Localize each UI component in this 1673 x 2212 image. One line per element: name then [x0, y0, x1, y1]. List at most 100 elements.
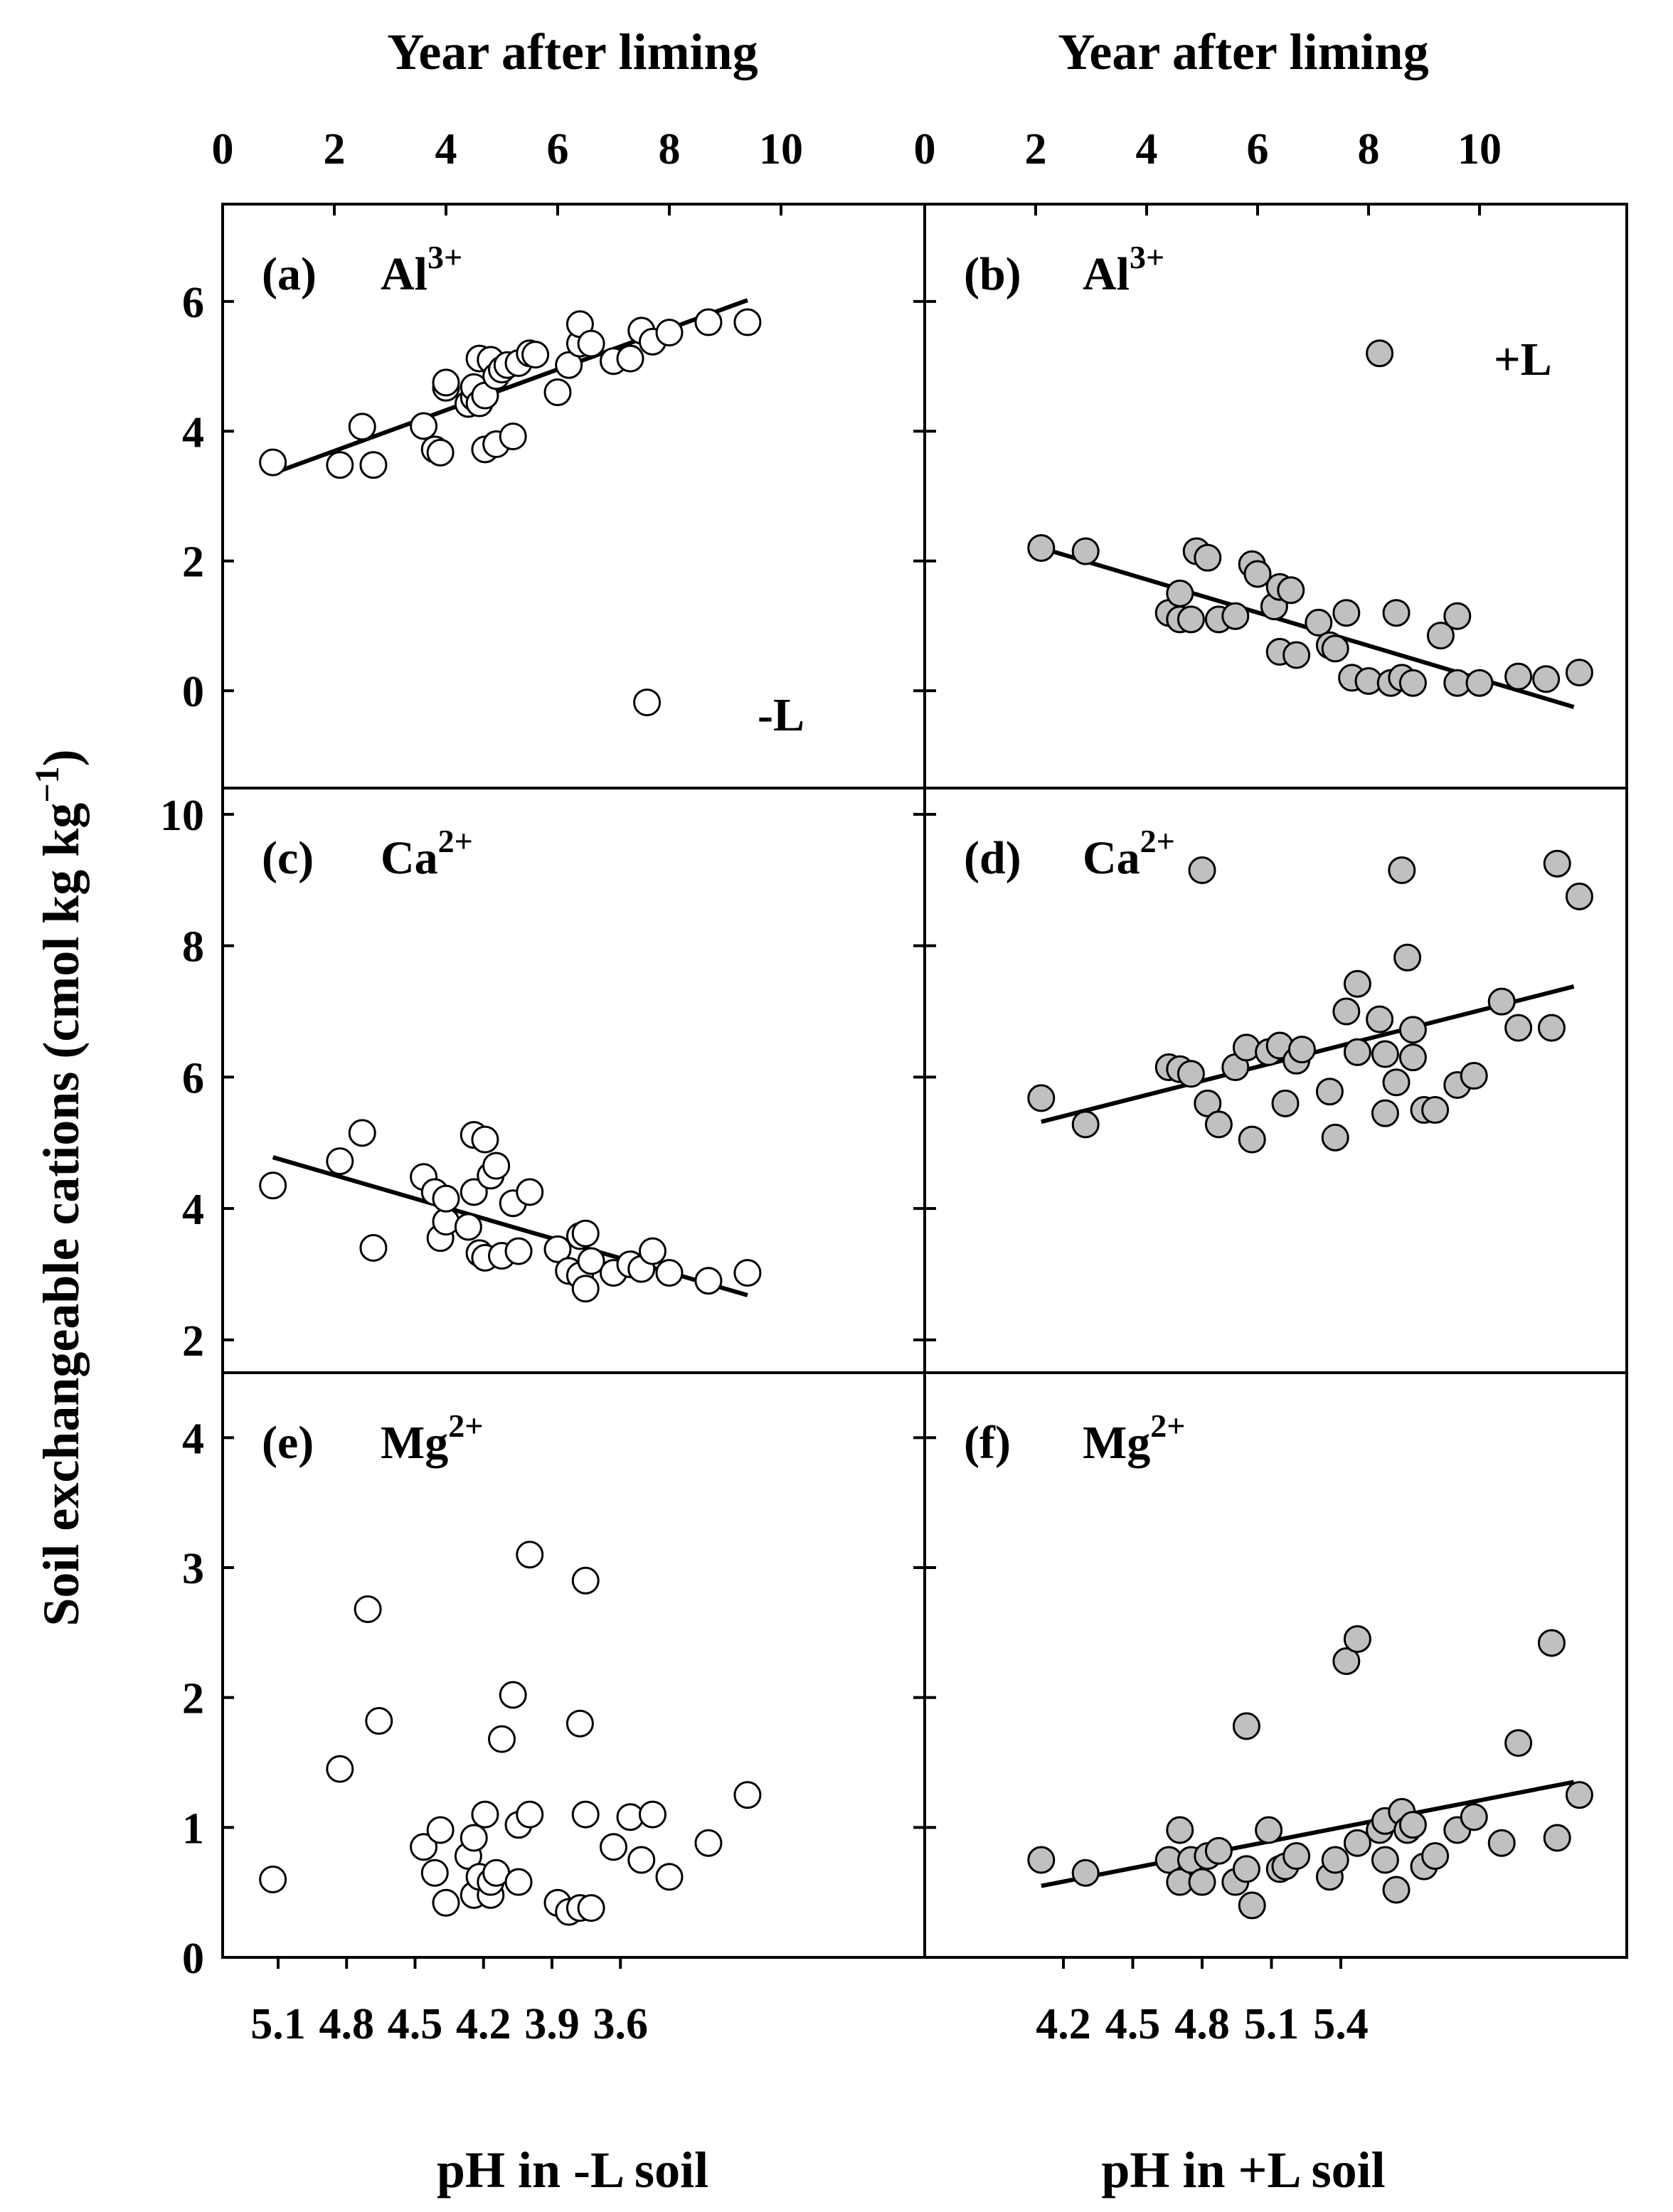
data-point-f: [1321, 1846, 1349, 1874]
data-point-d: [1388, 856, 1416, 884]
data-point-c: [655, 1259, 684, 1287]
data-point-d: [1287, 1036, 1316, 1064]
data-point-c: [638, 1237, 666, 1265]
ion-label-b: Al3+: [1083, 239, 1164, 300]
data-point-d: [1371, 1099, 1399, 1127]
ion-label-c: Ca2+: [381, 823, 473, 884]
panel-f: (f) Mg2+: [964, 1408, 1593, 1920]
data-point-d: [1343, 969, 1371, 998]
panel-e: (e) Mg2+: [259, 1408, 762, 1926]
data-point-b: [1277, 576, 1305, 605]
bottom-tick-label-col1: 5.4: [1313, 2000, 1369, 2048]
data-point-b: [1282, 641, 1311, 669]
data-point-d: [1321, 1123, 1349, 1152]
data-point-f: [1504, 1729, 1533, 1758]
data-point-c: [571, 1219, 600, 1248]
y-axis-title: Soil exchangeable cations (cmol kg kg−1): [28, 749, 90, 1626]
y-tick-label-row2: 3: [182, 1545, 204, 1593]
top-tick-label-col0: 8: [659, 125, 681, 174]
bottom-tick-label-col0: 3.6: [593, 2000, 648, 2048]
data-point-b: [1532, 665, 1561, 693]
data-point-e: [365, 1707, 393, 1735]
data-point-f: [1188, 1868, 1216, 1896]
data-point-d: [1398, 1016, 1427, 1044]
data-point-b: [1382, 599, 1411, 627]
top-tick-label-col1: 2: [1025, 125, 1047, 174]
data-point-c: [516, 1178, 544, 1206]
data-point-d: [1504, 1014, 1533, 1042]
data-point-d: [1543, 849, 1571, 878]
data-point-c: [432, 1184, 460, 1213]
data-point-c: [460, 1178, 488, 1206]
data-point-c: [543, 1235, 572, 1263]
data-point-f: [1421, 1842, 1450, 1871]
data-point-a: [555, 351, 583, 379]
data-point-e: [504, 1868, 533, 1896]
bottom-tick-label-col0: 5.1: [250, 2000, 306, 2048]
bottom-axis-title-right: pH in +L soil: [1101, 2142, 1385, 2198]
data-point-d: [1332, 997, 1361, 1026]
data-point-d: [1204, 1110, 1233, 1139]
ion-label-a: Al3+: [381, 239, 462, 300]
data-point-e: [577, 1894, 605, 1923]
data-point-b: [1221, 602, 1250, 630]
panel-label-d: (d): [964, 832, 1021, 884]
bottom-tick-label-col1: 4.8: [1174, 2000, 1230, 2048]
data-point-d: [1315, 1078, 1344, 1106]
panel-label-c: (c): [262, 832, 314, 884]
data-point-f: [1255, 1816, 1283, 1844]
data-point-f: [1166, 1816, 1194, 1844]
y-tick-label-row0: 0: [182, 668, 204, 716]
data-point-e: [571, 1800, 600, 1829]
data-point-a: [616, 344, 644, 373]
y-tick-label-row2: 1: [182, 1804, 204, 1853]
data-point-e: [460, 1824, 488, 1852]
data-point-a: [633, 688, 662, 717]
panel-label-f: (f): [964, 1417, 1011, 1469]
y-tick-label-row1: 2: [182, 1317, 204, 1366]
data-point-d: [1071, 1110, 1100, 1139]
data-point-a: [410, 412, 438, 440]
data-point-f: [1204, 1836, 1233, 1865]
panel-frame-b: [923, 203, 1628, 789]
data-point-c: [326, 1147, 354, 1176]
data-point-e: [565, 1709, 594, 1738]
data-point-e: [627, 1846, 656, 1874]
data-point-e: [571, 1566, 600, 1595]
data-point-a: [326, 451, 354, 479]
fit-line-f: [1041, 1780, 1575, 1888]
data-point-d: [1188, 856, 1216, 884]
y-tick-label-row0: 6: [182, 279, 204, 327]
data-point-e: [354, 1595, 382, 1623]
top-tick-label-col1: 6: [1247, 125, 1269, 174]
panel-b: (b) Al3+ +L: [964, 239, 1593, 709]
treatment-tag-a: -L: [758, 689, 804, 741]
data-point-b: [1027, 533, 1056, 562]
bottom-tick-label-col1: 4.2: [1036, 2000, 1091, 2048]
data-point-c: [694, 1267, 723, 1295]
data-point-d: [1271, 1089, 1300, 1117]
data-point-f: [1343, 1829, 1371, 1857]
data-point-e: [655, 1863, 684, 1891]
data-point-a: [499, 422, 527, 451]
bottom-tick-label-col0: 4.5: [388, 2000, 443, 2048]
data-point-c: [454, 1213, 482, 1241]
y-tick-label-row2: 0: [182, 1935, 204, 1983]
data-point-f: [1343, 1625, 1371, 1653]
data-point-d: [1565, 882, 1593, 910]
data-point-a: [733, 308, 762, 336]
data-point-b: [1243, 560, 1272, 588]
top-tick-label-col1: 8: [1358, 125, 1380, 174]
data-point-b: [1177, 605, 1205, 634]
data-point-a: [655, 319, 684, 347]
data-point-b: [1504, 662, 1533, 691]
top-axis-title-right: Year after liming: [1058, 23, 1428, 80]
data-point-d: [1238, 1125, 1266, 1154]
data-point-e: [326, 1755, 354, 1783]
data-point-b: [1465, 669, 1494, 697]
data-point-d: [1366, 1005, 1394, 1033]
panel-frame-e: [221, 1371, 926, 1959]
data-point-e: [516, 1800, 544, 1829]
top-tick-label-col0: 2: [324, 125, 346, 174]
data-point-d: [1343, 1038, 1371, 1066]
